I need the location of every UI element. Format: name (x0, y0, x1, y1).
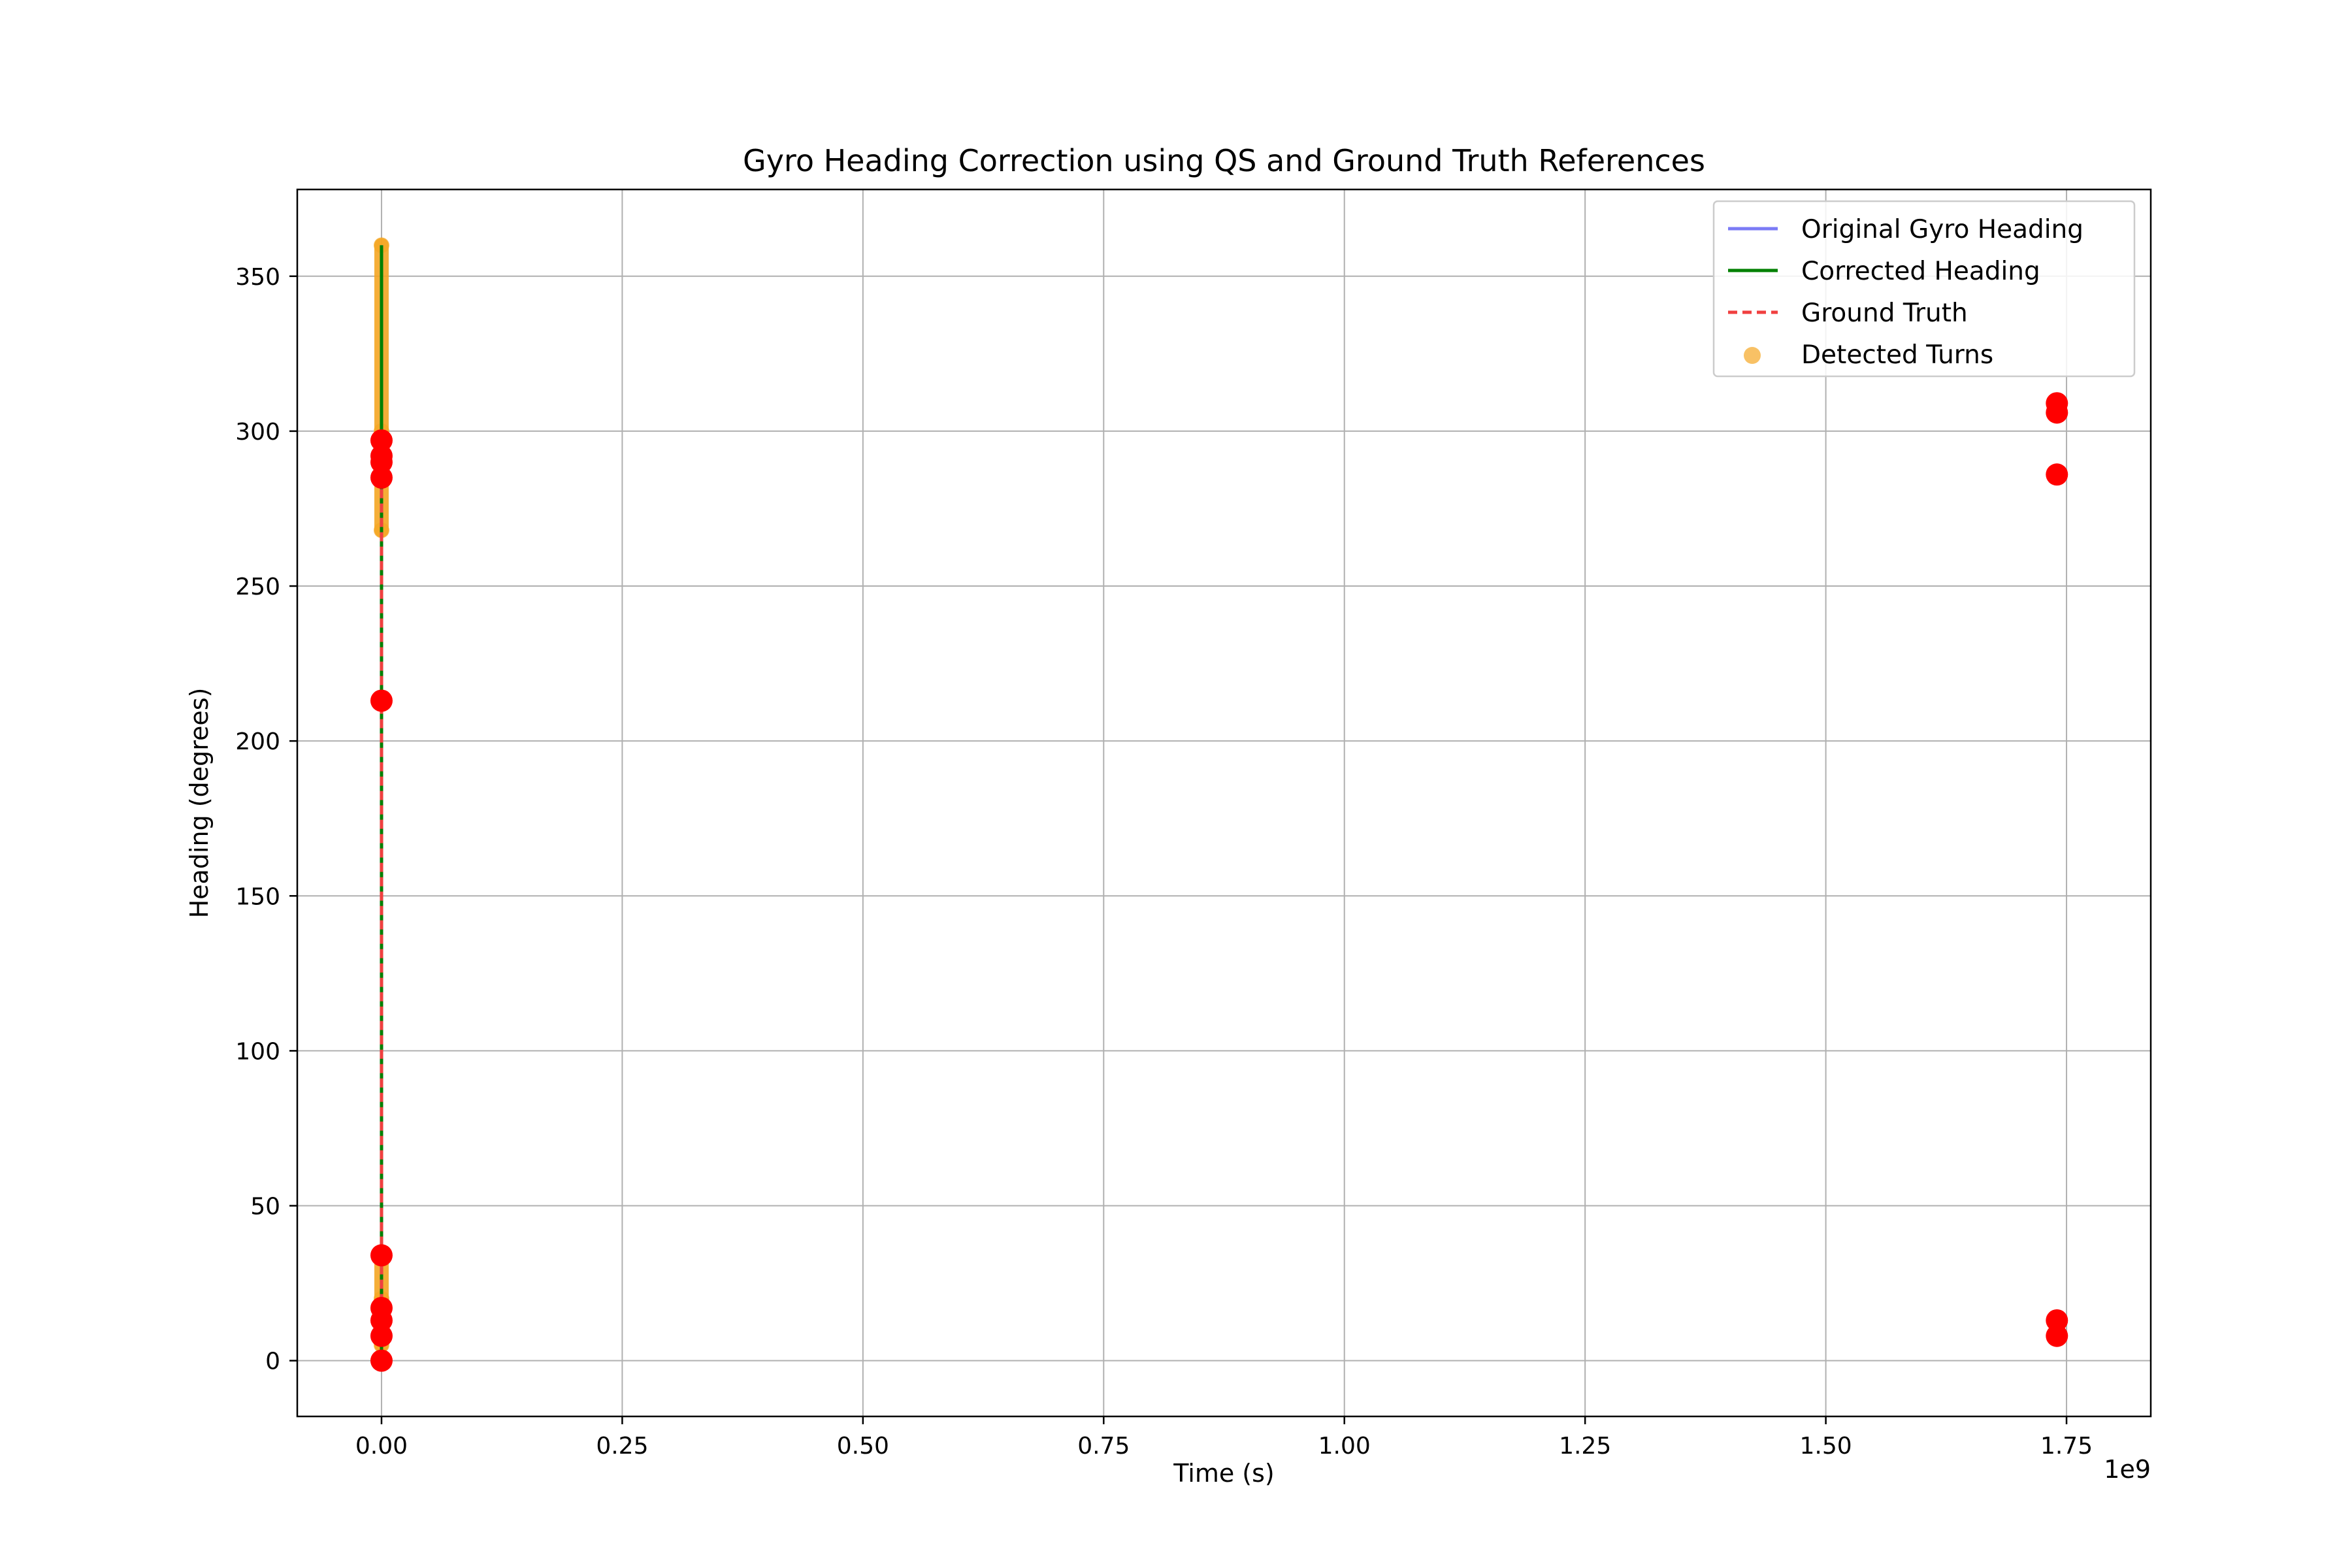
y-tick-label: 100 (235, 1038, 280, 1065)
reference-point (370, 466, 393, 489)
legend-label: Ground Truth (1801, 299, 1968, 328)
x-tick-label: 0.25 (596, 1433, 648, 1460)
y-tick-label: 0 (265, 1348, 280, 1375)
y-tick-label: 50 (250, 1194, 280, 1220)
legend-label: Original Gyro Heading (1801, 215, 2083, 244)
reference-point (2046, 1309, 2068, 1331)
reference-point (370, 1349, 393, 1372)
chart-title: Gyro Heading Correction using QS and Gro… (743, 143, 1705, 178)
reference-point (370, 444, 393, 467)
legend-box (1712, 200, 2136, 378)
reference-point (2046, 401, 2068, 424)
x-axis-label: Time (s) (1173, 1459, 1275, 1488)
y-tick-label: 350 (235, 264, 280, 291)
x-tick-label: 1.00 (1318, 1433, 1371, 1460)
x-tick-label: 1.75 (2040, 1433, 2093, 1460)
x-tick-label: 1.25 (1559, 1433, 1611, 1460)
reference-point (370, 1324, 393, 1347)
legend-marker (1744, 347, 1761, 364)
y-axis-label: Heading (degrees) (185, 688, 214, 919)
x-axis-offset-text: 1e9 (2104, 1455, 2151, 1484)
y-tick-label: 300 (235, 419, 280, 446)
legend: Original Gyro Heading Corrected Heading Gr… (1712, 200, 2136, 378)
reference-points (370, 392, 2068, 1372)
plot-frame (296, 188, 2152, 1418)
reference-point (2046, 463, 2068, 486)
legend-label: Corrected Heading (1801, 257, 2040, 286)
reference-point (370, 689, 393, 712)
legend-label: Detected Turns (1801, 340, 1993, 370)
grid-lines (297, 189, 2151, 1416)
x-tick-label: 0.75 (1077, 1433, 1130, 1460)
tick-layer: 0.00 0.25 0.50 0.75 1.00 1.25 1.50 1.75 0 50 100 15… (235, 264, 2093, 1460)
reference-point (2046, 1324, 2068, 1347)
reference-point (370, 429, 393, 452)
reference-point (370, 1297, 393, 1320)
x-tick-label: 0.50 (837, 1433, 889, 1460)
y-tick-label: 150 (235, 883, 280, 910)
series-layer (373, 237, 389, 1361)
y-tick-label: 200 (235, 728, 280, 755)
x-tick-label: 0.00 (355, 1433, 408, 1460)
reference-point (370, 1244, 393, 1267)
y-tick-label: 250 (235, 574, 280, 600)
x-tick-label: 1.50 (1800, 1433, 1852, 1460)
